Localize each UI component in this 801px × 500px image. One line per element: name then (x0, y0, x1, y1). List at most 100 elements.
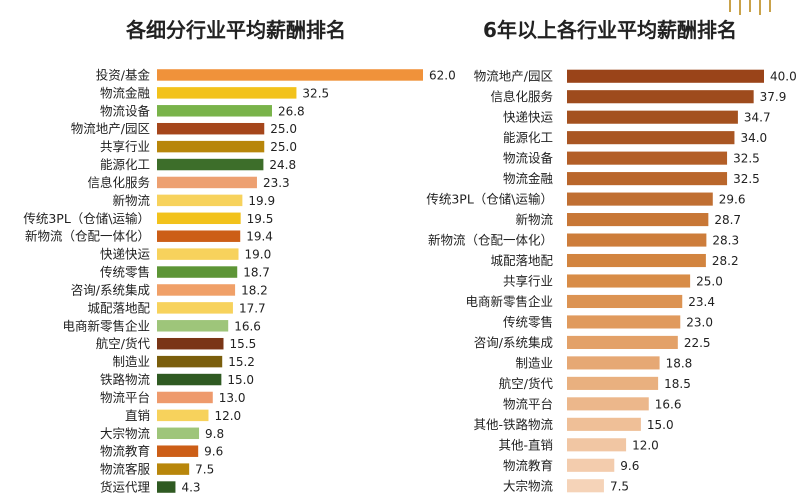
bar (567, 110, 738, 124)
category-label: 电商新零售企业 (465, 294, 553, 309)
category-label: 制造业 (515, 355, 553, 370)
category-label: 新物流（仓配一体化） (25, 229, 150, 244)
value-label: 23.4 (688, 295, 715, 309)
value-label: 19.4 (246, 230, 273, 244)
category-label: 传统零售 (100, 265, 150, 280)
bar (567, 458, 615, 472)
bar (567, 294, 683, 309)
value-label: 16.6 (655, 397, 682, 411)
category-label: 传统3PL（仓储\运输） (23, 211, 150, 226)
bar (157, 69, 423, 81)
category-label: 物流平台 (100, 390, 150, 405)
bar (157, 158, 264, 171)
bar (157, 248, 239, 260)
value-label: 9.8 (205, 427, 224, 441)
category-label: 物流教育 (100, 444, 150, 459)
category-label: 大宗物流 (100, 426, 151, 441)
bar (157, 373, 222, 386)
category-label: 货运代理 (100, 480, 151, 495)
category-label: 其他-直销 (498, 437, 553, 452)
category-label: 能源化工 (503, 130, 553, 145)
value-label: 25.0 (696, 275, 723, 289)
category-label: 物流客服 (100, 462, 151, 477)
bar (567, 131, 735, 145)
category-label: 共享行业 (503, 274, 553, 289)
bar (567, 335, 678, 349)
value-label: 18.8 (666, 356, 693, 370)
category-label: 物流金融 (503, 171, 554, 186)
value-label: 15.0 (227, 373, 254, 387)
category-label: 物流设备 (100, 103, 151, 118)
value-label: 18.2 (241, 283, 268, 297)
value-label: 9.6 (204, 445, 223, 459)
bar (157, 284, 236, 296)
category-label: 物流地产/园区 (474, 69, 553, 84)
bar (157, 427, 200, 440)
category-label: 快递快运 (100, 247, 151, 262)
bar (567, 69, 764, 83)
category-label: 航空/货代 (96, 336, 151, 351)
value-label: 25.0 (270, 140, 297, 154)
corner-decoration (729, 0, 771, 15)
value-label: 62.0 (429, 68, 456, 82)
category-label: 制造业 (112, 354, 150, 369)
category-label: 直销 (125, 408, 150, 423)
left-chart-title: 各细分行业平均薪酬排名 (125, 18, 346, 42)
value-label: 22.5 (684, 336, 711, 350)
bar (567, 479, 604, 493)
bar (157, 140, 265, 153)
value-label: 18.5 (664, 377, 691, 391)
category-label: 咨询/系统集成 (474, 335, 553, 350)
category-label: 信息化服务 (490, 89, 553, 104)
category-label: 传统3PL（仓储\运输） (426, 192, 553, 207)
bar (157, 481, 176, 493)
value-label: 15.0 (647, 418, 674, 432)
bar (157, 105, 272, 117)
left-bar-chart: 投资/基金 62.0 物流金融 32.5 物流设备 26.8 物流地产/园区 25.0 共享行业… (23, 67, 455, 494)
value-label: 34.7 (744, 111, 771, 125)
value-label: 12.0 (632, 438, 659, 452)
bar (567, 274, 691, 288)
category-label: 物流设备 (503, 151, 554, 166)
value-label: 15.2 (228, 355, 255, 369)
value-label: 23.0 (686, 315, 713, 329)
value-label: 28.2 (712, 254, 739, 268)
value-label: 24.8 (269, 158, 296, 172)
value-label: 16.6 (234, 319, 261, 333)
bar (567, 90, 754, 104)
category-label: 咨询/系统集成 (71, 282, 150, 297)
category-label: 共享行业 (100, 139, 150, 154)
value-label: 7.5 (195, 463, 214, 477)
category-label: 其他-铁路物流 (473, 417, 553, 432)
value-label: 37.9 (760, 90, 787, 104)
category-label: 投资/基金 (96, 67, 151, 82)
bar (157, 463, 190, 475)
value-label: 34.0 (740, 131, 767, 145)
bar (567, 233, 707, 247)
category-label: 大宗物流 (503, 478, 554, 493)
category-label: 能源化工 (100, 157, 150, 172)
value-label: 19.0 (245, 248, 272, 262)
category-label: 城配落地配 (87, 300, 150, 315)
right-chart-title: 6年以上各行业平均薪酬排名 (483, 18, 737, 42)
bar (567, 172, 728, 186)
category-label: 新物流 (515, 212, 553, 227)
category-label: 铁路物流 (100, 372, 151, 387)
category-label: 物流教育 (503, 458, 553, 473)
bar (157, 122, 265, 135)
bar (567, 397, 649, 411)
category-label: 信息化服务 (87, 175, 150, 190)
bar (157, 230, 241, 242)
value-label: 19.5 (247, 212, 274, 226)
value-label: 29.6 (719, 193, 746, 207)
category-label: 航空/货代 (499, 376, 554, 391)
value-label: 18.7 (243, 266, 270, 280)
value-label: 17.7 (239, 301, 266, 315)
value-label: 25.0 (270, 122, 297, 136)
category-label: 快递快运 (503, 110, 554, 125)
value-label: 13.0 (219, 391, 246, 405)
bar (157, 194, 243, 207)
value-label: 23.3 (263, 176, 290, 190)
bar (157, 266, 238, 278)
